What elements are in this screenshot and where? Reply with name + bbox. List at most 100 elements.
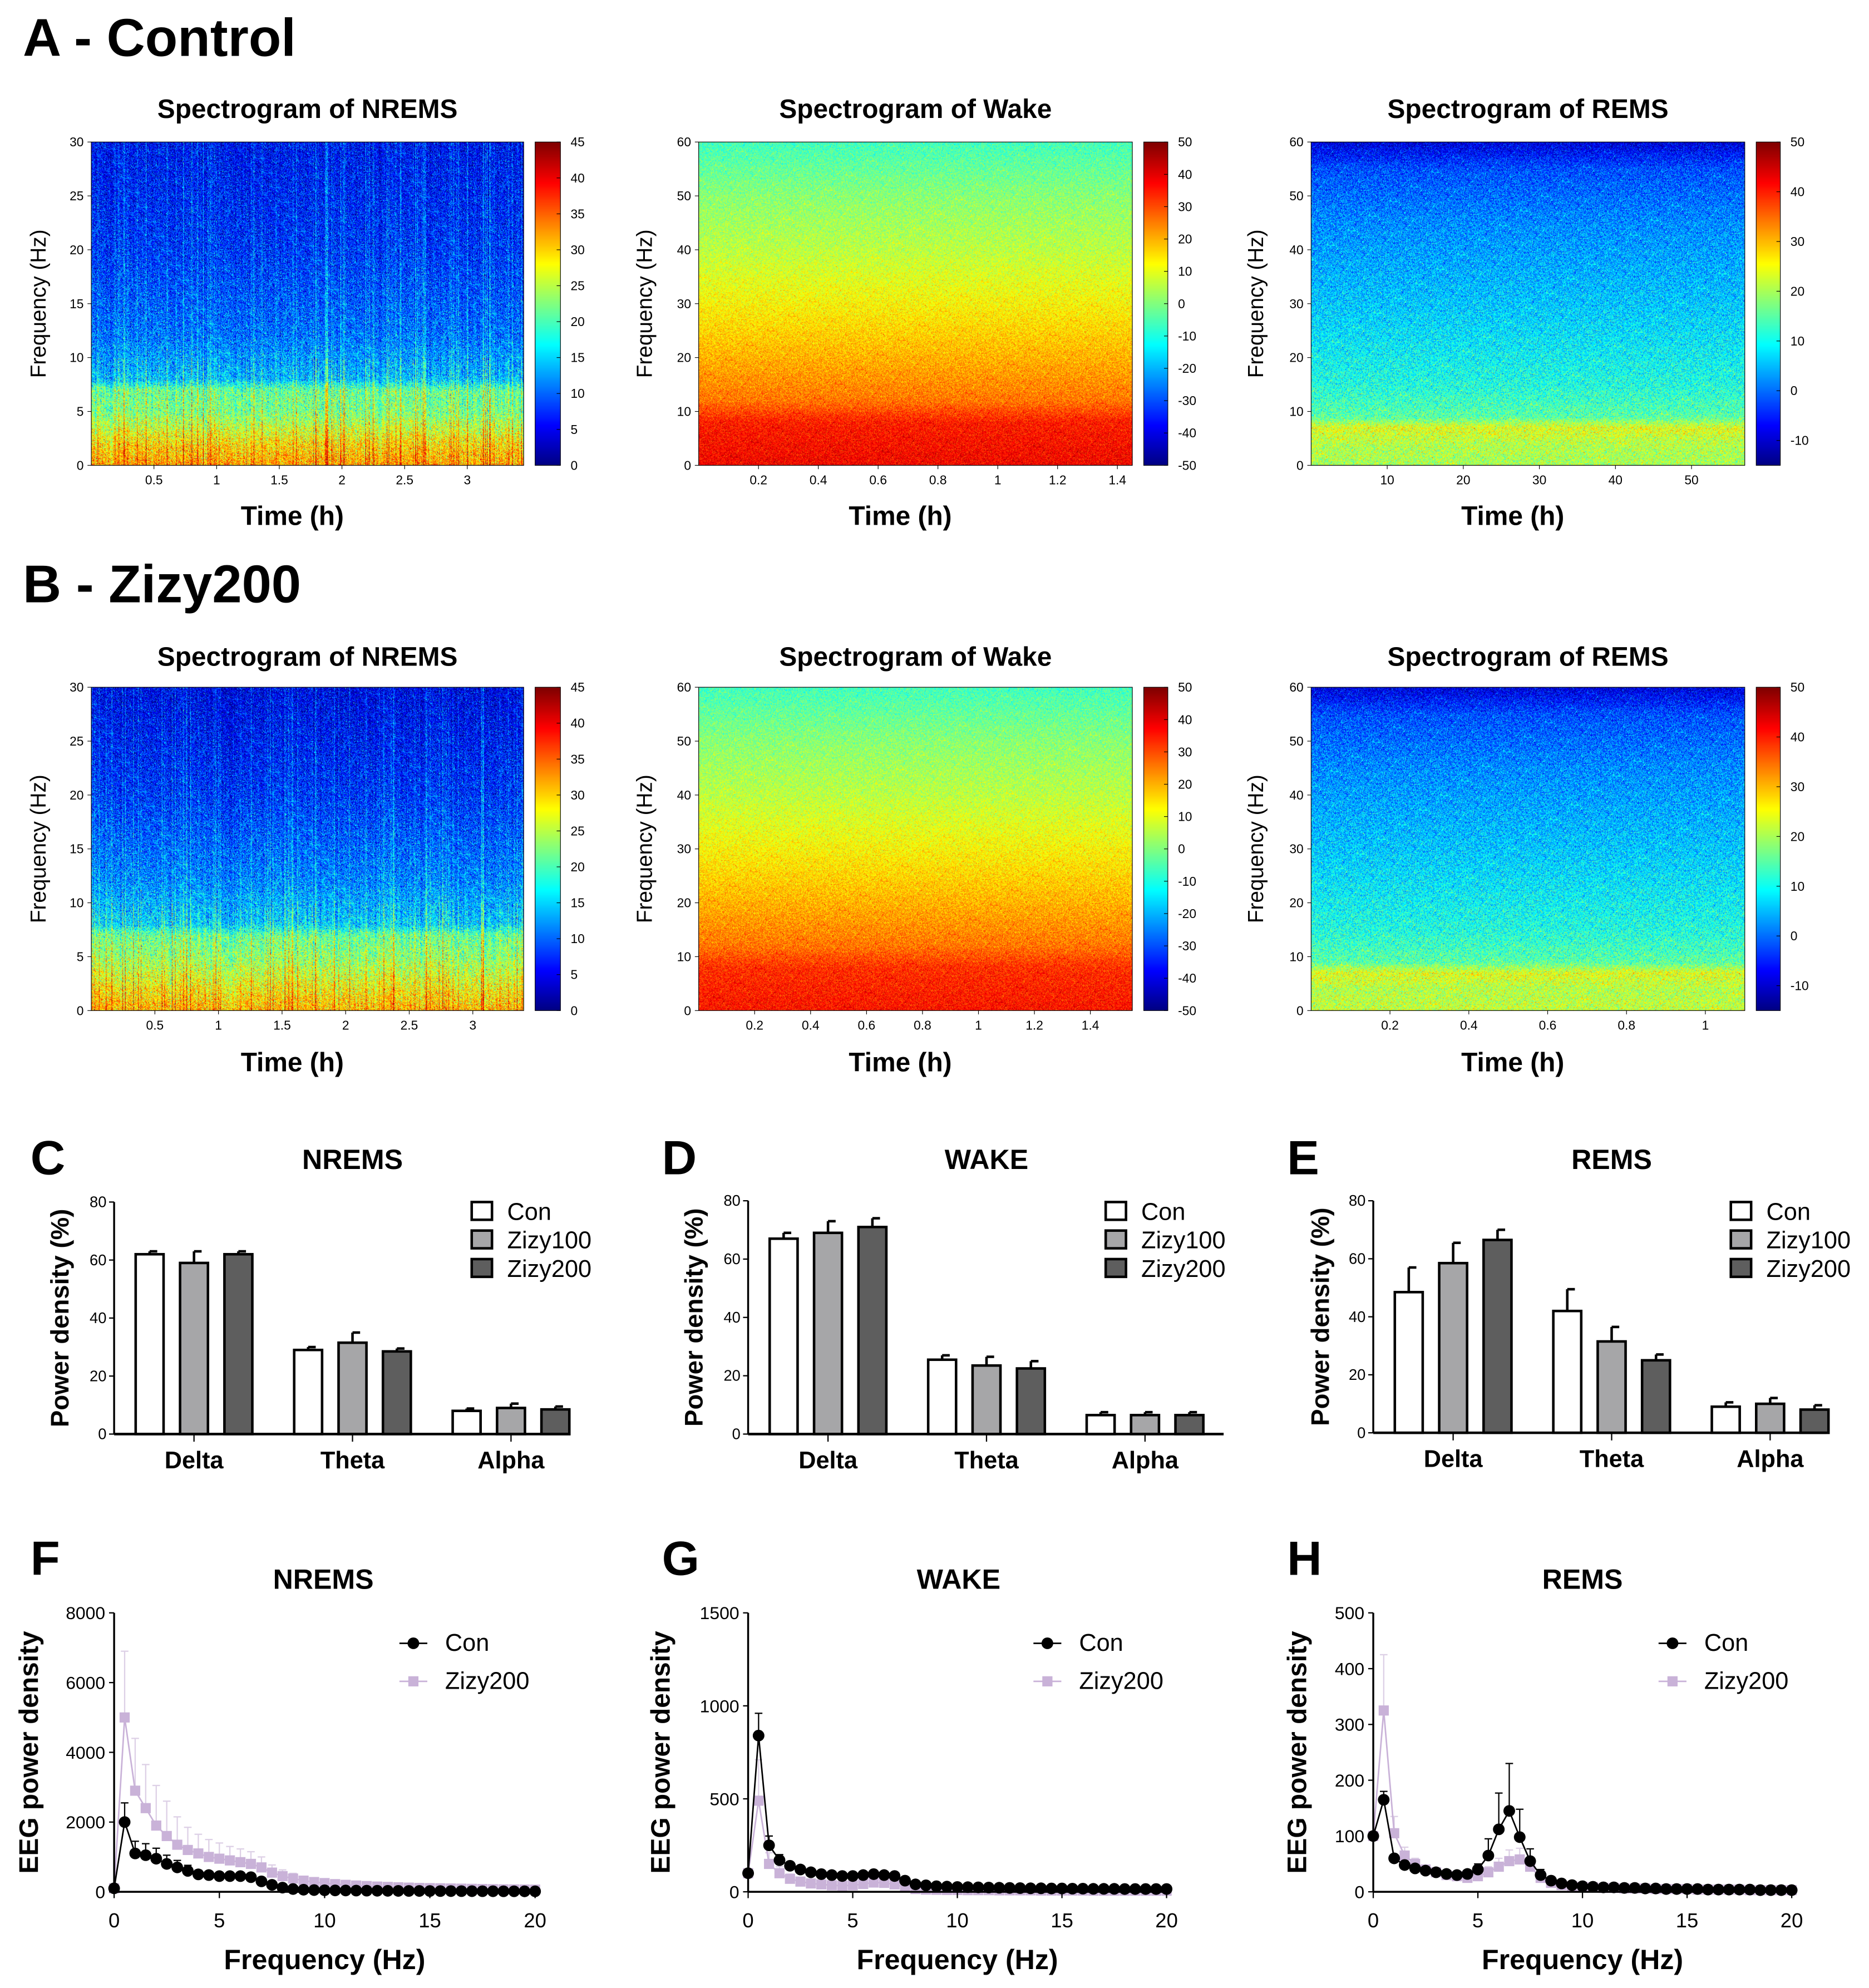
y-tick-label: 0	[77, 458, 84, 472]
colorbar-B1	[535, 687, 561, 1011]
y-tick-label: 0	[1357, 1424, 1365, 1441]
data-point-con	[805, 1866, 817, 1878]
bar-zizy100-alpha	[1130, 1414, 1161, 1435]
data-point-zizy200	[795, 1876, 806, 1887]
data-point-con	[1430, 1866, 1442, 1878]
data-point-zizy200	[140, 1803, 151, 1813]
colorbar-tick-label: 20	[1791, 829, 1804, 843]
y-tick-label: 10	[677, 404, 691, 418]
colorbar-tick-label: 25	[571, 823, 585, 838]
x-tick-label: 2.5	[396, 473, 413, 487]
x-tick-label: 0.6	[858, 1018, 876, 1032]
category-label: Delta	[1424, 1446, 1483, 1473]
bar-zizy100-delta	[812, 1231, 844, 1435]
data-point-con	[213, 1870, 225, 1882]
data-point-con	[1493, 1823, 1505, 1836]
chart-title: WAKE	[945, 1144, 1028, 1175]
legend-label: Zizy200	[1141, 1256, 1226, 1282]
legend-swatch	[1104, 1257, 1127, 1279]
category-label: Theta	[320, 1447, 385, 1474]
x-tick-label: 0	[742, 1909, 753, 1932]
colorbar-tick-label: 50	[1178, 680, 1192, 694]
y-tick-label: 0	[1296, 1003, 1304, 1018]
y-axis-label: EEG power density	[1283, 1631, 1312, 1873]
legend-label: Con	[1767, 1198, 1811, 1225]
data-point-con	[1618, 1882, 1630, 1894]
y-tick-label: 60	[90, 1251, 106, 1269]
data-point-con	[266, 1879, 278, 1891]
colorbar-tick-label: 5	[571, 422, 578, 437]
spectrogram-frame	[1310, 141, 1745, 466]
data-point-zizy200	[753, 1795, 764, 1806]
y-tick-label: 50	[1289, 734, 1303, 748]
y-tick-label: 25	[70, 734, 83, 748]
y-tick-label: 40	[1289, 788, 1303, 802]
y-tick-label: 10	[1289, 404, 1303, 418]
colorbar-tick-label: -10	[1178, 329, 1196, 343]
spectrogram-frame	[698, 687, 1133, 1011]
legend-label: Con	[1704, 1630, 1748, 1656]
x-tick-label: 2	[338, 473, 346, 487]
data-point-con	[752, 1729, 765, 1742]
data-point-con	[1098, 1883, 1110, 1895]
data-point-zizy200	[183, 1844, 193, 1856]
colorbar-tick-label: 0	[1791, 383, 1798, 398]
x-axis-label: Time (h)	[849, 1048, 951, 1078]
data-point-zizy200	[785, 1873, 795, 1884]
data-point-con	[1409, 1862, 1421, 1874]
legend-label: Con	[445, 1630, 489, 1656]
colorbar-tick-label: 30	[571, 788, 585, 802]
data-point-con	[1712, 1883, 1724, 1896]
x-tick-label: 1	[994, 473, 1002, 487]
data-point-con	[1472, 1863, 1484, 1876]
colorbar-tick-label: -40	[1178, 971, 1196, 985]
y-tick-label: 30	[1289, 842, 1303, 856]
data-point-zizy200	[256, 1862, 267, 1873]
bar-zizy200-delta	[1482, 1239, 1513, 1434]
x-axis-label: Time (h)	[241, 1048, 344, 1078]
y-tick-label: 30	[70, 135, 83, 149]
category-label: Delta	[798, 1447, 858, 1474]
data-point-con	[889, 1870, 901, 1882]
y-tick-label: 2000	[66, 1812, 105, 1832]
y-axis-label: Frequency (Hz)	[1244, 229, 1268, 378]
y-tick-label: 400	[1335, 1659, 1364, 1679]
colorbar-tick-label: -10	[1791, 433, 1809, 448]
data-point-con	[234, 1870, 246, 1882]
x-axis-label: Frequency (Hz)	[224, 1944, 425, 1975]
data-point-con	[329, 1885, 341, 1897]
y-tick-label: 20	[70, 788, 83, 802]
colorbar-tick-label: -50	[1178, 458, 1196, 472]
data-point-zizy200	[837, 1880, 847, 1891]
data-point-con	[1388, 1852, 1400, 1864]
colorbar-tick-label: 0	[1178, 842, 1185, 856]
y-tick-label: 5	[77, 949, 84, 964]
y-tick-label: 10	[70, 896, 83, 910]
data-point-con	[308, 1884, 320, 1896]
legend-marker-con	[1666, 1637, 1679, 1649]
data-point-con	[909, 1878, 921, 1891]
data-point-zizy200	[1483, 1867, 1493, 1878]
colorbar-tick-label: 30	[571, 243, 585, 257]
data-point-con	[192, 1868, 204, 1881]
data-point-con	[350, 1885, 362, 1897]
colorbar-A3	[1756, 142, 1781, 466]
colorbar-tick-label: 30	[1178, 744, 1192, 759]
category-label: Alpha	[477, 1447, 545, 1474]
chart-title: REMS	[1571, 1144, 1652, 1175]
data-point-zizy200	[826, 1880, 837, 1891]
data-point-con	[287, 1883, 299, 1895]
x-tick-label: 1.2	[1025, 1018, 1043, 1032]
data-point-con	[867, 1868, 880, 1880]
panel-letter: E	[1287, 1131, 1319, 1185]
data-point-zizy200	[879, 1877, 890, 1888]
data-point-zizy200	[1399, 1850, 1410, 1861]
colorbar-tick-label: 0	[571, 1003, 578, 1018]
x-tick-label: 1.5	[273, 1018, 291, 1032]
y-tick-label: 0	[729, 1882, 739, 1902]
x-axis-label: Time (h)	[849, 501, 951, 531]
data-point-con	[318, 1884, 331, 1896]
data-point-con	[899, 1874, 911, 1887]
colorbar-tick-label: 40	[1791, 730, 1804, 744]
